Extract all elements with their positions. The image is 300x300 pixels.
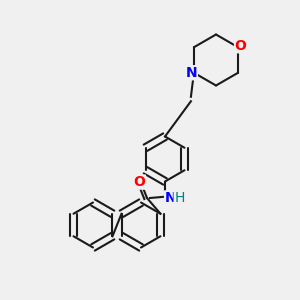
Text: N: N <box>186 66 197 80</box>
Text: O: O <box>235 39 246 53</box>
Text: H: H <box>174 191 184 205</box>
Text: O: O <box>134 175 146 189</box>
Text: N: N <box>165 191 176 205</box>
